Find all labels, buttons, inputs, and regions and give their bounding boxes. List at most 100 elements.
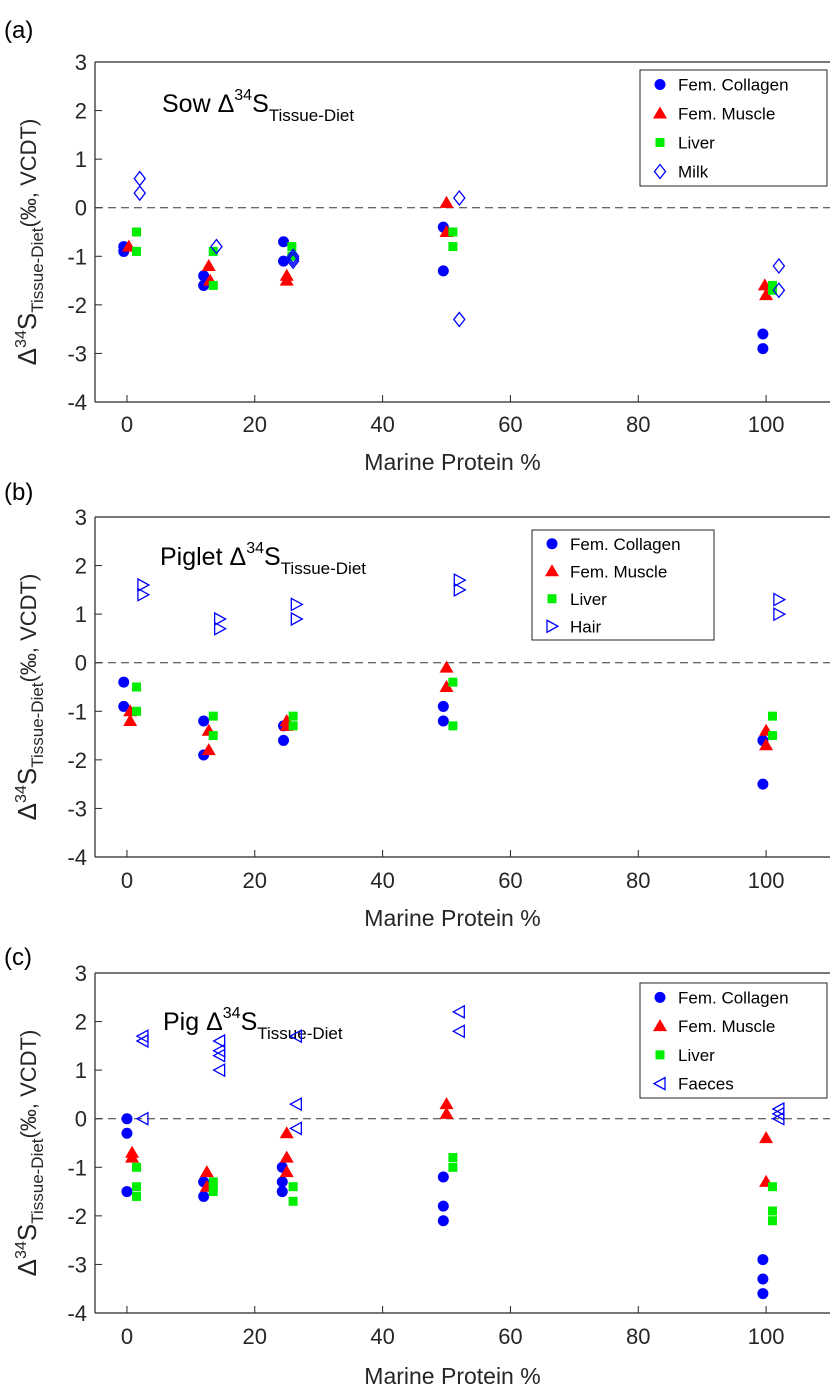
data-point (132, 706, 142, 716)
legend-entry: Liver (570, 590, 607, 609)
series-liver (132, 677, 777, 741)
y-tick-label: 3 (75, 961, 87, 986)
data-point (453, 582, 467, 597)
legend-entry: Faeces (678, 1075, 734, 1094)
legend-entry: Fem. Muscle (678, 1017, 775, 1036)
legend-marker (655, 138, 665, 147)
y-tick-label: -1 (67, 244, 87, 269)
legend-box (639, 69, 828, 187)
data-point (772, 257, 786, 275)
y-label-unit: (‰, VCDT) (16, 1030, 41, 1139)
data-point (212, 1043, 226, 1058)
data-point (132, 227, 142, 237)
data-point (288, 1182, 298, 1192)
legend-marker (654, 79, 666, 90)
x-tick-label: 20 (243, 868, 267, 893)
legend-marker (655, 1050, 665, 1060)
data-point (198, 715, 210, 727)
data-point (439, 195, 454, 208)
x-tick-label: 80 (626, 1324, 650, 1349)
y-label-delta: Δ (12, 803, 42, 820)
series-faeces (135, 1004, 785, 1136)
x-tick-label: 60 (498, 1324, 522, 1349)
data-point (437, 265, 449, 277)
legend-entry: Hair (570, 617, 602, 636)
data-point (212, 1063, 226, 1078)
data-point (757, 1254, 769, 1266)
data-point (213, 611, 227, 627)
x-tick-label: 80 (626, 412, 650, 437)
data-point (439, 1097, 454, 1110)
data-point (767, 285, 777, 295)
data-point (121, 1186, 133, 1198)
chart-panel: (a) -4 -3 -2 -1 0 1 2 3 0 20 40 60 80 100 Marine Protei… (4, 17, 830, 475)
x-tick-label: 40 (370, 868, 394, 893)
data-point (278, 236, 290, 248)
data-point (208, 246, 218, 256)
title-base: S (252, 90, 269, 118)
data-point (288, 1029, 302, 1044)
data-point (199, 1165, 214, 1178)
data-point (286, 253, 300, 270)
data-point (212, 1033, 226, 1049)
data-point (451, 1004, 465, 1019)
data-point (290, 611, 304, 627)
series-liver (132, 1153, 777, 1226)
legend-entry: Fem. Collagen (678, 988, 789, 1007)
data-point (287, 242, 297, 252)
y-tick-label: 3 (75, 505, 87, 530)
y-label-s: S (12, 313, 42, 330)
data-point (767, 1206, 777, 1216)
y-tick-label: 2 (75, 99, 87, 124)
y-tick-label: -1 (67, 1155, 87, 1180)
data-point (288, 1097, 302, 1112)
legend-box (531, 529, 715, 641)
legend-marker (652, 1076, 666, 1091)
data-point (451, 1024, 465, 1039)
y-tick-label: -4 (67, 845, 87, 870)
x-tick-label: 0 (121, 1324, 133, 1349)
y-tick-label: 0 (75, 196, 87, 221)
x-tick-label: 60 (498, 412, 522, 437)
panel-label: (a) (4, 17, 33, 44)
legend-entry: Liver (678, 134, 715, 153)
y-label-sup: 34 (13, 330, 30, 348)
x-tick-label: 100 (748, 868, 785, 893)
data-point (118, 700, 130, 712)
series-fem-collagen (118, 221, 769, 355)
data-point (772, 282, 786, 299)
title-base: S (241, 1008, 258, 1036)
legend-marker (546, 619, 560, 634)
series-liver (132, 227, 777, 295)
x-tick-label: 100 (748, 1324, 785, 1349)
data-point (288, 1196, 298, 1206)
x-axis-label: Marine Protein % (364, 905, 540, 931)
data-point (198, 270, 210, 282)
data-point (757, 1288, 769, 1300)
y-tick-label: -2 (67, 1204, 87, 1229)
legend-entry: Liver (678, 1046, 715, 1065)
data-point (448, 1162, 458, 1172)
data-point (437, 700, 449, 712)
data-point (437, 1171, 449, 1183)
y-label-s: S (12, 1224, 42, 1241)
y-tick-label: 0 (75, 651, 87, 676)
data-point (439, 660, 454, 673)
data-point (118, 676, 130, 688)
y-tick-label: 1 (75, 147, 87, 172)
y-tick-label: 3 (75, 50, 87, 75)
data-point (448, 227, 458, 237)
data-point (208, 1177, 218, 1187)
x-tick-label: 40 (370, 1324, 394, 1349)
data-point (448, 1153, 458, 1163)
y-tick-label: 1 (75, 602, 87, 627)
y-axis-label: Δ34STissue-Diet(‰, VCDT) (12, 119, 47, 366)
title-sup: 34 (234, 87, 252, 104)
legend-entry: Fem. Collagen (570, 535, 681, 554)
y-label-delta: Δ (12, 348, 42, 365)
data-point (759, 288, 774, 301)
data-point (759, 738, 774, 751)
data-point (201, 743, 216, 756)
y-tick-label: -3 (67, 341, 87, 366)
y-tick-label: -2 (67, 748, 87, 773)
